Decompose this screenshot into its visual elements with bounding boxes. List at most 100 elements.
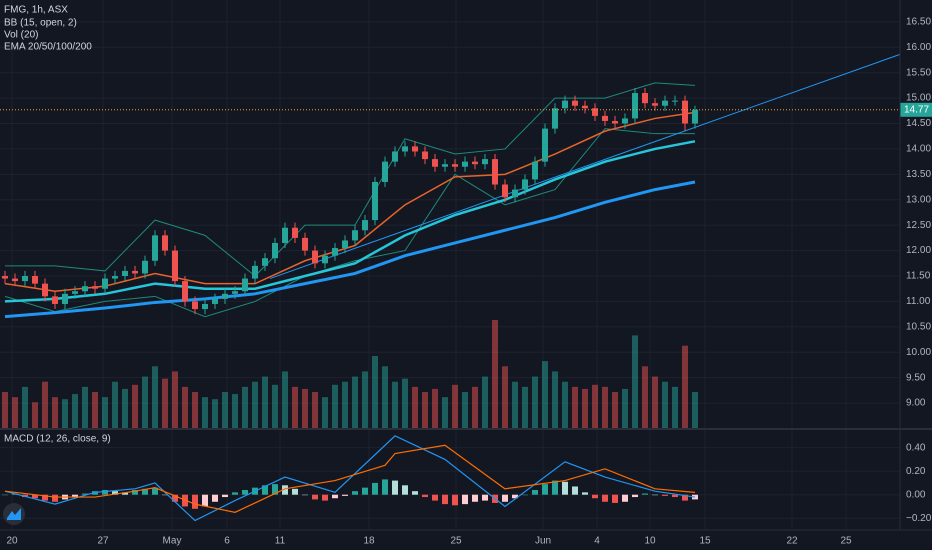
volume-bar — [372, 356, 378, 428]
x-tick-label: 25 — [840, 536, 852, 547]
macd-histogram-bar — [162, 494, 168, 496]
macd-histogram-bar — [72, 494, 78, 498]
candle-body — [682, 100, 688, 124]
macd-histogram-bar — [132, 490, 138, 495]
volume-bar — [82, 386, 88, 428]
macd-histogram-bar — [52, 494, 58, 502]
macd-histogram-bar — [612, 494, 618, 503]
candle-body — [182, 281, 188, 302]
macd-histogram-bar — [472, 494, 478, 502]
last-price-box — [900, 102, 932, 117]
candle-body — [362, 220, 368, 231]
logo[interactable] — [3, 503, 25, 525]
candle-body — [232, 291, 238, 294]
volume-bar — [32, 402, 38, 428]
y-tick-label: 12.00 — [906, 245, 931, 256]
volume-bar — [122, 388, 128, 428]
y-tick-label: 12.50 — [906, 220, 931, 231]
volume-bar — [492, 320, 498, 428]
candle-body — [502, 184, 508, 198]
candle-body — [352, 230, 358, 241]
candle-body — [302, 237, 308, 251]
volume-bar — [602, 386, 608, 428]
candle-body — [172, 250, 178, 282]
macd-histogram-bar — [332, 494, 338, 499]
volume-bar — [182, 386, 188, 428]
macd-histogram-bar — [562, 481, 568, 495]
volume-bar — [382, 366, 388, 428]
x-tick-label: 27 — [97, 536, 109, 547]
volume-bar — [572, 386, 578, 428]
macd-histogram-bar — [362, 487, 368, 495]
indicator-line — [4, 128, 695, 318]
volume-bar — [92, 392, 98, 428]
macd-histogram-bar — [372, 482, 378, 495]
macd-histogram-bar — [32, 494, 38, 499]
macd-histogram-bar — [402, 485, 408, 495]
macd-histogram-bar — [582, 492, 588, 495]
volume-bar — [222, 392, 228, 428]
macd-histogram-bar — [432, 494, 438, 501]
volume-bar — [22, 386, 28, 428]
macd-histogram-bar — [42, 494, 48, 501]
x-tick-label: 15 — [699, 536, 711, 547]
candle-body — [452, 164, 458, 167]
candle-body — [152, 235, 158, 261]
macd-histogram-bar — [312, 494, 318, 500]
macd-histogram-bar — [632, 494, 638, 498]
volume-bar — [672, 386, 678, 428]
macd-histogram-bar — [662, 494, 668, 496]
candle-body — [422, 151, 428, 160]
x-tick-label: 10 — [644, 536, 656, 547]
indicator-line — [4, 140, 696, 303]
volume-bar — [302, 388, 308, 428]
macd-histogram-bar — [82, 493, 88, 495]
candle-body — [282, 227, 288, 243]
candle-body — [142, 260, 148, 274]
volume-bar — [272, 384, 278, 428]
candle-body — [192, 301, 198, 310]
y-tick-label: 0.40 — [906, 442, 926, 453]
y-tick-label: 16.50 — [906, 16, 931, 27]
volume-bar — [62, 399, 68, 428]
y-tick-label: 14.50 — [906, 118, 931, 129]
macd-histogram-bar — [502, 494, 508, 502]
volume-bar — [542, 361, 548, 428]
macd-line — [4, 435, 696, 522]
volume-bar — [622, 388, 628, 428]
indicator-line — [4, 180, 696, 319]
macd-histogram-bar — [552, 480, 558, 495]
price-pane — [0, 53, 900, 428]
volume-bar — [2, 392, 8, 428]
macd-histogram-bar — [682, 494, 688, 501]
volume-bar — [362, 371, 368, 428]
x-tick-label: 4 — [594, 536, 600, 547]
candle-body — [32, 276, 38, 284]
volume-bar — [132, 384, 138, 428]
macd-histogram-bar — [512, 494, 518, 499]
y-tick-label: 14.00 — [906, 144, 931, 155]
macd-histogram-bar — [142, 488, 148, 495]
y-tick-label: 15.50 — [906, 67, 931, 78]
volume-bar — [652, 376, 658, 428]
volume-bar — [642, 366, 648, 428]
volume-bar — [692, 392, 698, 428]
candle-body — [552, 108, 558, 129]
x-tick-label: 11 — [275, 536, 286, 547]
volume-bar — [312, 392, 318, 428]
macd-title: MACD (12, 26, close, 9) — [4, 434, 111, 445]
macd-histogram-bar — [642, 493, 648, 495]
symbol-title: FMG, 1h, ASX — [4, 5, 68, 16]
macd-histogram-bar — [442, 494, 448, 505]
candle-body — [562, 100, 568, 109]
volume-bar — [632, 335, 638, 428]
macd-histogram-bar — [422, 494, 428, 498]
volume-bar — [152, 366, 158, 428]
volume-bar — [612, 392, 618, 428]
macd-histogram-bar — [292, 488, 298, 495]
candle-body — [482, 159, 488, 165]
macd-histogram-bar — [192, 494, 198, 509]
volume-bar — [412, 386, 418, 428]
